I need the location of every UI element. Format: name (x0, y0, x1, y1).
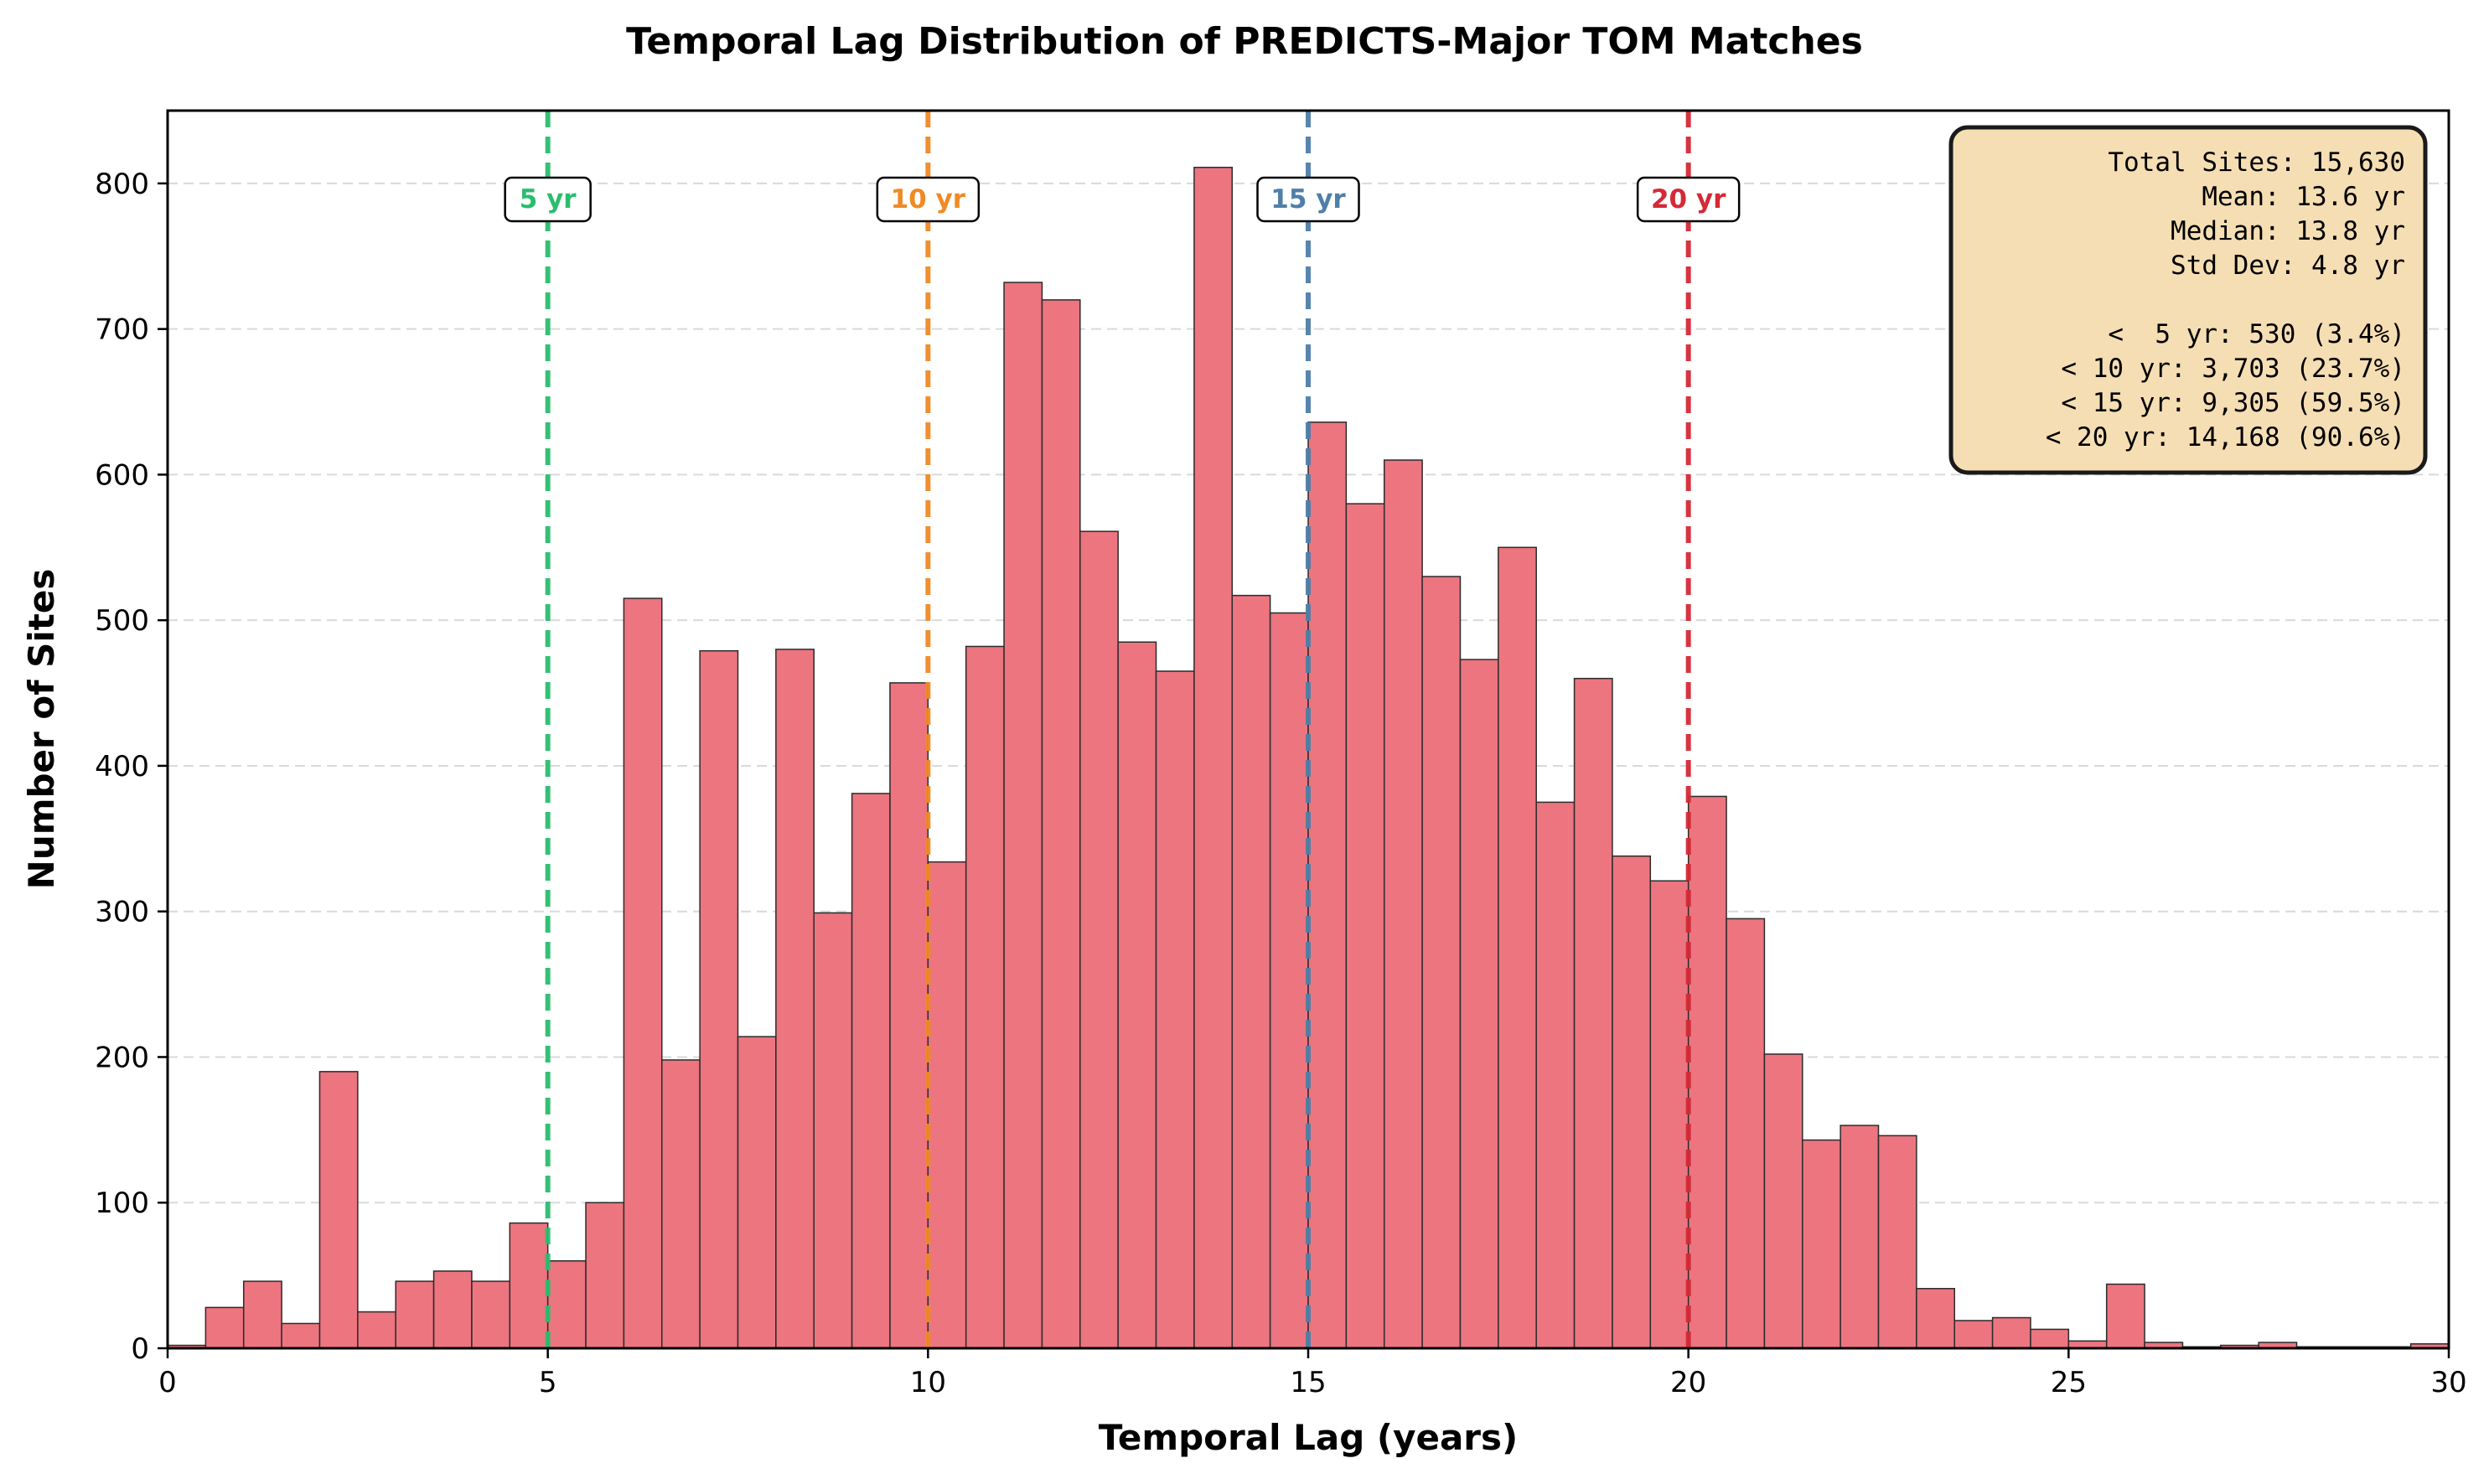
histogram-bar (1573, 677, 1613, 1349)
histogram-bar (546, 1259, 587, 1349)
x-tick-label: 0 (158, 1366, 177, 1399)
histogram-bar (204, 1306, 245, 1349)
reference-label-box (1636, 176, 1741, 223)
histogram-bar (1003, 282, 1043, 1349)
x-tick-label: 30 (2430, 1366, 2466, 1399)
y-tick-label: 0 (131, 1332, 149, 1366)
histogram-bar (1421, 576, 1462, 1349)
histogram-bar (1498, 546, 1537, 1349)
stats-line: Total Sites: 15,630 (2108, 147, 2405, 178)
histogram-bar (1041, 299, 1081, 1349)
histogram-bar (1383, 459, 1423, 1349)
histogram-bar (1802, 1139, 1841, 1349)
stats-line: Median: 13.8 yr (2171, 216, 2405, 246)
stats-box: Total Sites: 15,630 Mean: 13.6 yr Median: … (1948, 125, 2428, 475)
y-tick-label: 200 (95, 1041, 149, 1074)
x-tick-label: 5 (539, 1366, 557, 1399)
histogram-bar (1877, 1135, 1917, 1349)
histogram-bar (1763, 1053, 1803, 1349)
x-axis-ticks: 0 5 10 15 20 25 30 (158, 1348, 2467, 1399)
histogram-bar (1117, 641, 1157, 1349)
histogram-bar (1687, 795, 1727, 1349)
x-tick-label: 10 (910, 1366, 946, 1399)
reference-label: 5 yr (520, 184, 577, 215)
x-tick-label: 20 (1670, 1366, 1706, 1399)
reference-label-box (1256, 176, 1360, 223)
x-tick-label: 25 (2051, 1366, 2087, 1399)
histogram-bar (699, 649, 739, 1349)
y-tick-label: 100 (95, 1187, 149, 1220)
histogram-bar (395, 1280, 435, 1349)
x-tick-label: 15 (1290, 1366, 1326, 1399)
y-tick-label: 800 (95, 168, 149, 201)
histogram-bar (2105, 1283, 2145, 1349)
histogram-bar (1649, 880, 1690, 1349)
chart-title: Temporal Lag Distribution of PREDICTS-Ma… (626, 20, 1863, 63)
histogram-bar (889, 682, 929, 1349)
stats-line: Mean: 13.6 yr (2202, 182, 2405, 212)
histogram-bar (813, 912, 853, 1349)
reference-lines: 5 yr 10 yr 15 yr 20 yr (504, 111, 1741, 1348)
y-tick-label: 700 (95, 313, 149, 347)
histogram-bar (775, 649, 815, 1349)
histogram-bar (1231, 594, 1271, 1349)
stats-line: < 5 yr: 530 (3.4%) (2108, 319, 2405, 349)
histogram-bar (1840, 1125, 1880, 1349)
histogram-bar (1916, 1288, 1955, 1349)
histogram-bar (1079, 530, 1119, 1349)
y-tick-label: 400 (95, 750, 149, 783)
histogram-bar (242, 1280, 282, 1349)
histogram-bar (1991, 1316, 2031, 1349)
y-tick-label: 600 (95, 458, 149, 492)
y-axis-label: Number of Sites (21, 569, 62, 890)
histogram-bar (737, 1036, 777, 1349)
histogram-bar (1535, 801, 1576, 1349)
stats-line: Std Dev: 4.8 yr (2171, 251, 2405, 281)
histogram-bar (927, 861, 967, 1349)
x-axis-label: Temporal Lag (years) (1099, 1417, 1518, 1458)
histogram-bar (432, 1270, 473, 1349)
histogram-bar (1953, 1320, 1994, 1349)
histogram-bar (851, 793, 891, 1349)
histogram-bar (661, 1059, 701, 1349)
reference-label-box (876, 176, 981, 223)
y-axis-ticks: 0 100 200 300 400 500 600 700 800 (95, 168, 168, 1366)
histogram-bar (965, 645, 1005, 1349)
reference-label: 10 yr (891, 184, 966, 215)
histogram-bar (1345, 503, 1385, 1349)
histogram-bar (509, 1222, 549, 1349)
reference-label-box (504, 176, 592, 223)
y-tick-label: 500 (95, 604, 149, 638)
histogram-bar (1459, 659, 1499, 1349)
histogram-bar (2030, 1328, 2070, 1349)
histogram-bar (471, 1280, 511, 1349)
stats-line: < 15 yr: 9,305 (59.5%) (2061, 388, 2405, 418)
histogram-bar (1193, 167, 1234, 1349)
histogram-bar (1612, 855, 1652, 1349)
reference-label: 20 yr (1651, 184, 1726, 215)
histogram-bar (1726, 918, 1766, 1349)
histogram-bar (357, 1311, 396, 1349)
stats-box-background (1948, 125, 2428, 475)
histogram-bar (1155, 670, 1195, 1349)
histogram-bar (1269, 612, 1309, 1349)
histogram-bar (281, 1322, 321, 1349)
stats-line: < 10 yr: 3,703 (23.7%) (2061, 354, 2405, 384)
stats-line: < 20 yr: 14,168 (90.6%) (2046, 422, 2405, 452)
y-tick-label: 300 (95, 896, 149, 929)
histogram-bar (318, 1071, 359, 1349)
histogram-bar (585, 1202, 625, 1349)
histogram-bar (623, 597, 663, 1349)
histogram-bar (1307, 421, 1348, 1349)
reference-label: 15 yr (1270, 184, 1346, 215)
bars-layer (167, 167, 2450, 1349)
